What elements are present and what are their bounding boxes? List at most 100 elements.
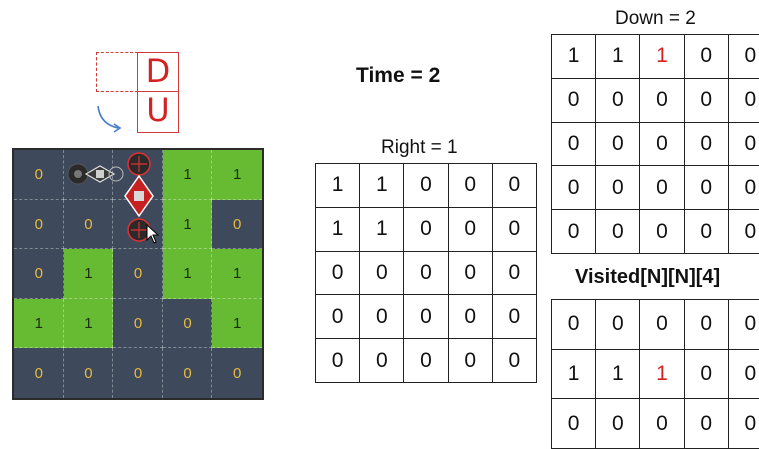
table-cell: 0 xyxy=(448,207,492,251)
table-cell: 0 xyxy=(316,339,360,383)
board-cell: 0 xyxy=(212,200,262,250)
table-cell: 0 xyxy=(728,349,759,399)
table-cell: 0 xyxy=(360,295,404,339)
table-cell: 0 xyxy=(684,349,728,399)
board-cell: 0 xyxy=(113,299,163,349)
table-cell: 0 xyxy=(492,251,536,295)
table-cell: 1 xyxy=(552,349,596,399)
table-cell: 0 xyxy=(684,78,728,122)
board-cell: 0 xyxy=(212,348,262,398)
table-cell: 0 xyxy=(684,399,728,449)
table-cell: 0 xyxy=(404,295,448,339)
board-cell: 0 xyxy=(113,348,163,398)
table-cell: 0 xyxy=(552,78,596,122)
board-cell: 0 xyxy=(64,200,114,250)
table-cell: 0 xyxy=(404,207,448,251)
table-cell: 0 xyxy=(404,164,448,208)
board-cell: 0 xyxy=(113,249,163,299)
table-cell: 0 xyxy=(316,295,360,339)
table-cell: 1 xyxy=(360,164,404,208)
table-cell: 0 xyxy=(404,251,448,295)
table-cell: 0 xyxy=(552,210,596,254)
board-cell: 1 xyxy=(212,150,262,200)
board-cell: 1 xyxy=(163,249,213,299)
table-cell: 0 xyxy=(684,35,728,79)
table-cell: 0 xyxy=(728,35,759,79)
down-table-caption: Down = 2 xyxy=(615,8,696,30)
table-cell: 0 xyxy=(684,166,728,210)
table-cell: 0 xyxy=(552,399,596,449)
table-cell: 0 xyxy=(552,166,596,210)
board-cell: 1 xyxy=(212,249,262,299)
board-cell: 0 xyxy=(163,299,213,349)
time-label: Time = 2 xyxy=(356,64,440,88)
visited-table-caption: Visited[N][N][4] xyxy=(575,266,720,289)
legend-letter-u: U xyxy=(137,92,179,133)
board-cell: 0 xyxy=(14,249,64,299)
table-cell: 0 xyxy=(492,207,536,251)
table-cell: 1 xyxy=(640,35,684,79)
table-cell: 0 xyxy=(360,339,404,383)
board-cell: 1 xyxy=(14,299,64,349)
board-cell: 0 xyxy=(14,348,64,398)
table-cell: 0 xyxy=(492,164,536,208)
board-cell: 0 xyxy=(14,200,64,250)
table-cell: 0 xyxy=(448,339,492,383)
table-cell: 0 xyxy=(404,339,448,383)
table-cell: 0 xyxy=(640,166,684,210)
board-cell: 1 xyxy=(163,150,213,200)
table-cell: 0 xyxy=(316,251,360,295)
curved-arrow-icon xyxy=(92,104,128,134)
table-cell: 0 xyxy=(596,210,640,254)
table-cell: 1 xyxy=(552,35,596,79)
board-cell: 0 xyxy=(163,348,213,398)
table-cell: 0 xyxy=(640,78,684,122)
robot-horizontal-icon xyxy=(66,157,126,191)
table-cell: 0 xyxy=(728,166,759,210)
table-cell: 0 xyxy=(728,210,759,254)
table-cell: 0 xyxy=(728,300,759,350)
table-cell: 0 xyxy=(448,295,492,339)
board-cell: 1 xyxy=(212,299,262,349)
table-cell: 0 xyxy=(684,122,728,166)
table-cell: 1 xyxy=(360,207,404,251)
board-cell: 0 xyxy=(14,150,64,200)
table-cell: 1 xyxy=(596,35,640,79)
table-cell: 0 xyxy=(640,210,684,254)
table-cell: 0 xyxy=(448,164,492,208)
table-cell: 0 xyxy=(596,122,640,166)
board-cell: 0 xyxy=(64,348,114,398)
board-cell: 1 xyxy=(64,249,114,299)
table-cell: 0 xyxy=(596,399,640,449)
table-cell: 0 xyxy=(596,166,640,210)
table-cell: 0 xyxy=(492,339,536,383)
right-table-caption: Right = 1 xyxy=(381,137,458,159)
table-cell: 1 xyxy=(640,349,684,399)
table-cell: 1 xyxy=(596,349,640,399)
table-cell: 0 xyxy=(640,300,684,350)
table-cell: 1 xyxy=(316,164,360,208)
table-cell: 0 xyxy=(360,251,404,295)
table-cell: 0 xyxy=(728,122,759,166)
table-cell: 0 xyxy=(552,300,596,350)
table-cell: 0 xyxy=(684,210,728,254)
board-cell: 1 xyxy=(64,299,114,349)
legend-dashed-box-left xyxy=(96,52,138,92)
table-cell: 0 xyxy=(640,122,684,166)
